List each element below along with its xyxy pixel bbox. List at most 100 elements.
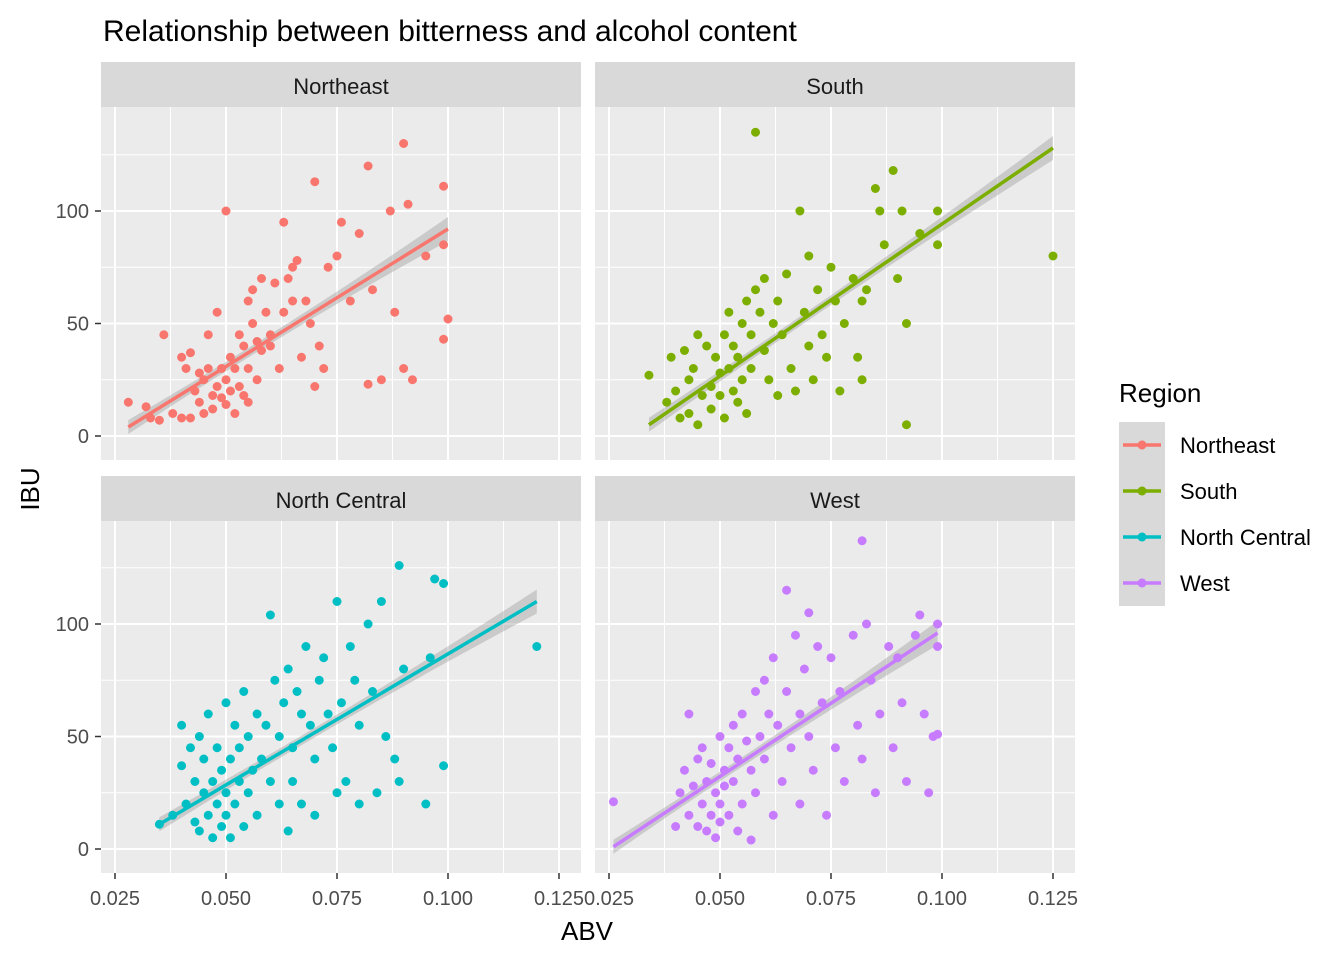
- data-point: [363, 161, 373, 171]
- data-point: [702, 341, 712, 351]
- data-point: [764, 375, 774, 385]
- data-point: [296, 352, 306, 362]
- data-point: [893, 274, 903, 283]
- x-tick-label: 0.125: [1028, 888, 1078, 910]
- data-point: [671, 386, 681, 396]
- data-point: [425, 653, 435, 663]
- data-point: [212, 307, 222, 317]
- data-point: [332, 788, 342, 798]
- data-point: [394, 777, 404, 786]
- data-point: [684, 810, 694, 820]
- data-point: [688, 781, 698, 791]
- data-point: [274, 364, 284, 373]
- data-point: [857, 296, 867, 306]
- data-point: [768, 653, 778, 663]
- data-point: [265, 610, 275, 620]
- data-point: [212, 743, 222, 753]
- data-point: [203, 364, 213, 373]
- data-point: [679, 346, 689, 355]
- data-point: [759, 754, 769, 764]
- data-point: [296, 799, 306, 809]
- data-point: [354, 720, 364, 730]
- data-point: [862, 285, 872, 295]
- data-point: [345, 296, 355, 306]
- data-point: [711, 833, 721, 843]
- data-point: [319, 364, 329, 373]
- data-point: [257, 274, 267, 283]
- data-point: [243, 296, 253, 306]
- data-point: [715, 732, 725, 741]
- data-point: [332, 251, 342, 261]
- data-point: [230, 409, 240, 418]
- data-point: [702, 826, 712, 836]
- data-point: [261, 307, 271, 317]
- data-point: [225, 754, 235, 764]
- data-point: [221, 375, 231, 385]
- data-point: [853, 352, 863, 362]
- data-point: [385, 206, 395, 216]
- panel-background: [101, 521, 581, 873]
- regression-line: [647, 146, 1054, 427]
- data-point: [795, 709, 805, 719]
- facet-strip-label: Northeast: [293, 74, 388, 99]
- data-point: [221, 788, 231, 798]
- legend-label: South: [1180, 479, 1238, 504]
- data-point: [724, 307, 734, 317]
- data-point: [799, 307, 809, 317]
- data-point: [376, 597, 386, 606]
- data-point: [190, 817, 200, 827]
- data-point: [786, 364, 796, 373]
- legend-label: North Central: [1180, 525, 1311, 550]
- data-point: [733, 397, 743, 407]
- data-point: [835, 687, 845, 696]
- panel-west: West 0.025 0.050 0.075 0.100 0.125: [584, 476, 1078, 910]
- data-point: [608, 797, 618, 807]
- data-point: [372, 788, 382, 798]
- data-point: [305, 720, 315, 730]
- data-point: [813, 642, 823, 651]
- data-point: [693, 420, 703, 430]
- data-point: [203, 709, 213, 719]
- data-point: [283, 274, 293, 283]
- data-point: [697, 391, 707, 400]
- data-point: [399, 364, 409, 373]
- y-tick-label: 0: [78, 426, 89, 448]
- data-point: [279, 307, 289, 317]
- data-point: [283, 664, 293, 674]
- data-point: [711, 352, 721, 362]
- data-point: [394, 561, 404, 570]
- data-point: [212, 799, 222, 809]
- data-point: [532, 642, 542, 651]
- data-point: [407, 375, 417, 385]
- data-point: [399, 139, 409, 148]
- data-point: [724, 743, 734, 753]
- data-point: [751, 285, 761, 295]
- data-point: [790, 630, 800, 640]
- facet-strip-label: South: [806, 74, 864, 99]
- data-point: [728, 341, 738, 351]
- legend-key-point: [1137, 578, 1147, 588]
- data-point: [839, 319, 849, 328]
- data-point: [808, 375, 818, 385]
- legend-title: Region: [1119, 378, 1201, 408]
- data-point: [225, 386, 235, 396]
- facet-strip-label: West: [810, 488, 860, 513]
- data-point: [177, 352, 187, 362]
- data-point: [759, 675, 769, 685]
- data-point: [177, 413, 187, 423]
- data-point: [817, 698, 827, 708]
- data-point: [234, 330, 244, 340]
- data-point: [862, 619, 872, 629]
- data-point: [252, 375, 262, 385]
- data-point: [332, 597, 342, 606]
- data-point: [310, 810, 320, 820]
- data-point: [782, 585, 792, 595]
- data-point: [719, 413, 729, 423]
- data-point: [234, 743, 244, 753]
- data-point: [221, 698, 231, 708]
- data-point: [826, 262, 836, 272]
- data-point: [777, 777, 787, 786]
- data-point: [323, 709, 333, 719]
- legend-label: West: [1180, 571, 1230, 596]
- data-point: [363, 379, 373, 389]
